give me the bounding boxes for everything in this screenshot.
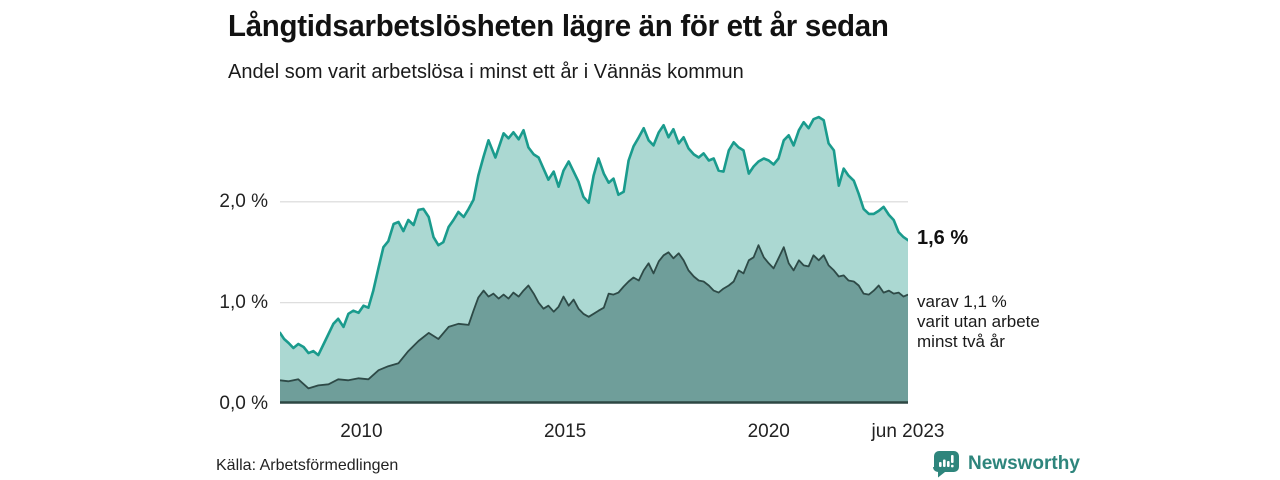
two-year-note-label: varav 1,1 % varit utan arbete minst två …	[917, 292, 1040, 351]
y-tick-label: 2,0 %	[219, 190, 268, 212]
x-tick-label: 2020	[747, 421, 790, 442]
chart-title: Långtidsarbetslösheten lägre än för ett …	[228, 8, 889, 43]
y-tick-label: 1,0 %	[219, 291, 268, 313]
chart-subtitle: Andel som varit arbetslösa i minst ett å…	[228, 61, 744, 83]
newsworthy-logo[interactable]: Newsworthy	[933, 450, 1080, 478]
y-tick-label: 0,0 %	[219, 392, 268, 414]
latest-value-label: 1,6 %	[917, 227, 969, 249]
chart-plot-area	[278, 100, 910, 404]
newsworthy-logo-text: Newsworthy	[968, 453, 1080, 474]
x-tick-label: 2010	[340, 421, 383, 442]
unemployment-area-chart	[278, 115, 910, 404]
area-two-year	[280, 245, 908, 404]
line-total-one-year	[278, 115, 910, 357]
x-tick-label: jun 2023	[871, 421, 945, 442]
newsworthy-logo-icon	[933, 451, 959, 478]
source-label: Källa: Arbetsförmedlingen	[216, 457, 399, 474]
x-tick-label: 2015	[543, 421, 587, 442]
line-two-year	[279, 244, 909, 390]
